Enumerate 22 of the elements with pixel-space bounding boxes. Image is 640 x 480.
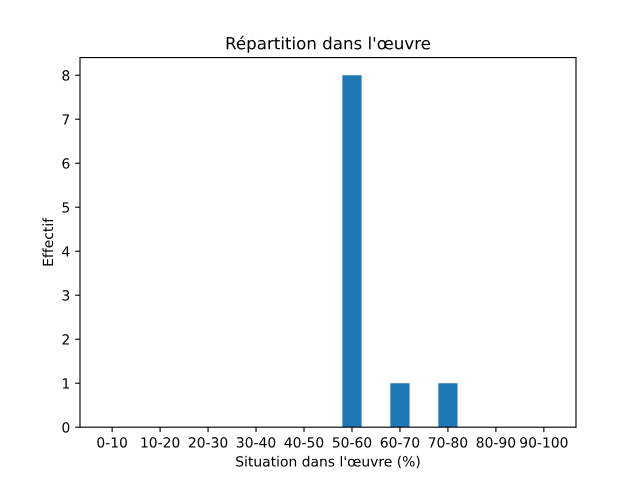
y-tick-label: 5 [62,202,70,213]
y-tick-label: 1 [62,378,69,388]
y-tick-label: 2 [62,334,69,344]
x-tick-label: 30-40 [236,437,276,448]
x-tick-label: 50-60 [332,437,372,448]
x-tick-label: 80-90 [476,437,516,448]
x-tick-label: 90-100 [520,437,568,448]
chart-title: Répartition dans l'œuvre [226,36,430,53]
y-tick-label: 3 [62,290,70,301]
x-tick-label: 70-80 [428,437,468,448]
y-tick-label: 6 [62,158,70,169]
y-axis-title: Effectif [42,218,54,266]
x-tick-label: 0-10 [97,437,127,448]
y-tick-label: 0 [62,422,70,433]
x-axis-title: Situation dans l'œuvre (%) [236,456,420,468]
y-tick-label: 8 [62,70,70,81]
y-tick-label: 7 [62,114,70,124]
x-tick-label: 40-50 [284,437,324,448]
x-tick-label: 10-20 [141,437,180,448]
x-tick-label: 60-70 [380,437,420,448]
y-tick-label: 4 [62,246,70,256]
x-tick-label: 20-30 [188,437,228,448]
